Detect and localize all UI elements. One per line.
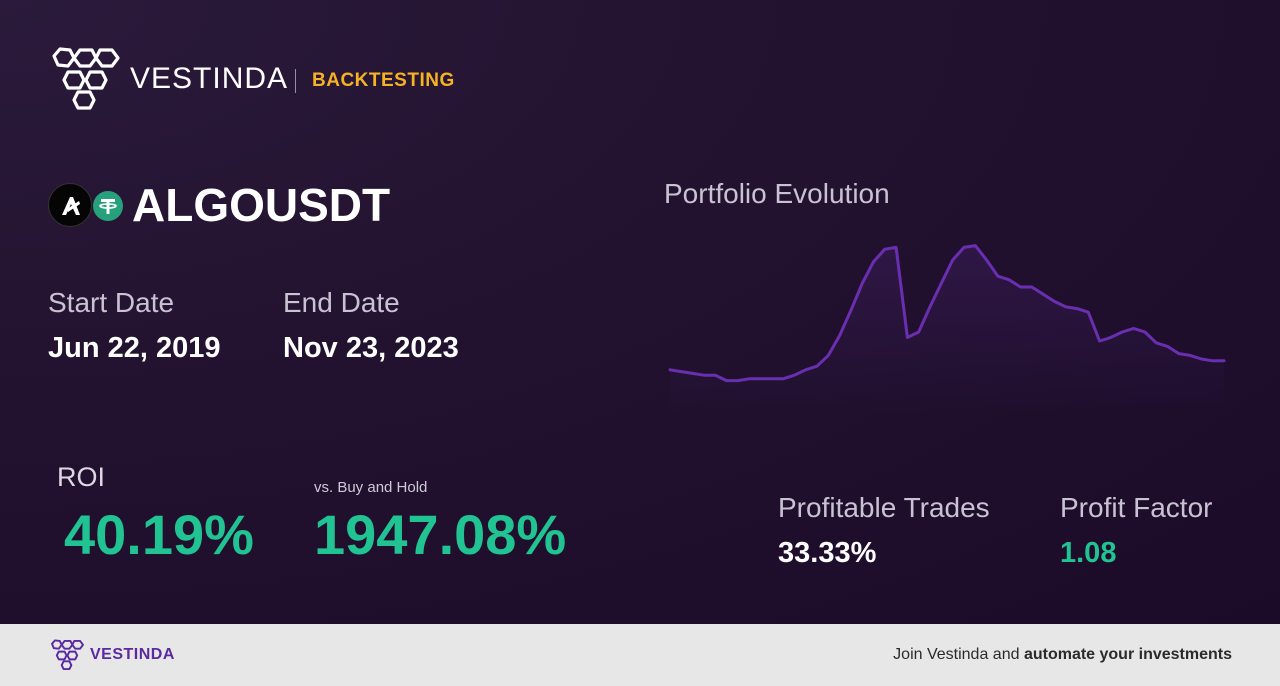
portfolio-chart	[668, 244, 1226, 413]
pair-symbol: ALGOUSDT	[132, 179, 391, 231]
footer-brand: VESTINDA	[90, 646, 175, 663]
tether-icon	[93, 191, 123, 221]
section-label: BACKTESTING	[312, 70, 455, 91]
footer-cta[interactable]: Join Vestinda and automate your investme…	[893, 646, 1232, 664]
algorand-icon	[48, 183, 92, 227]
profit-factor-label: Profit Factor	[1060, 492, 1213, 523]
chart-series-line	[668, 244, 1226, 383]
profitable-trades-value: 33.33%	[778, 537, 877, 569]
footer-cta-prefix: Join Vestinda and	[893, 646, 1024, 663]
main-panel: VESTINDA BACKTESTING ALGOUSDT Start Date…	[0, 0, 1280, 624]
chart-area-fill	[670, 245, 1224, 413]
end-date-value: Nov 23, 2023	[283, 332, 459, 364]
profitable-trades-label: Profitable Trades	[778, 492, 990, 523]
chart-title: Portfolio Evolution	[664, 178, 890, 209]
vestinda-logo-icon	[52, 47, 120, 110]
brand-name: VESTINDA	[130, 62, 289, 95]
start-date-label: Start Date	[48, 287, 175, 318]
brand-divider	[295, 69, 296, 93]
roi-label: ROI	[57, 462, 106, 492]
vs-buy-hold-label: vs. Buy and Hold	[314, 479, 428, 496]
vs-buy-hold-value: 1947.08%	[314, 503, 567, 566]
footer-cta-bold[interactable]: automate your investments	[1023, 646, 1232, 663]
vestinda-logo-icon	[51, 639, 84, 671]
profit-factor-value: 1.08	[1060, 537, 1117, 569]
start-date-value: Jun 22, 2019	[48, 332, 221, 364]
footer-bar: VESTINDA Join Vestinda and automate your…	[0, 624, 1280, 686]
roi-value: 40.19%	[64, 503, 254, 566]
end-date-label: End Date	[283, 287, 400, 318]
